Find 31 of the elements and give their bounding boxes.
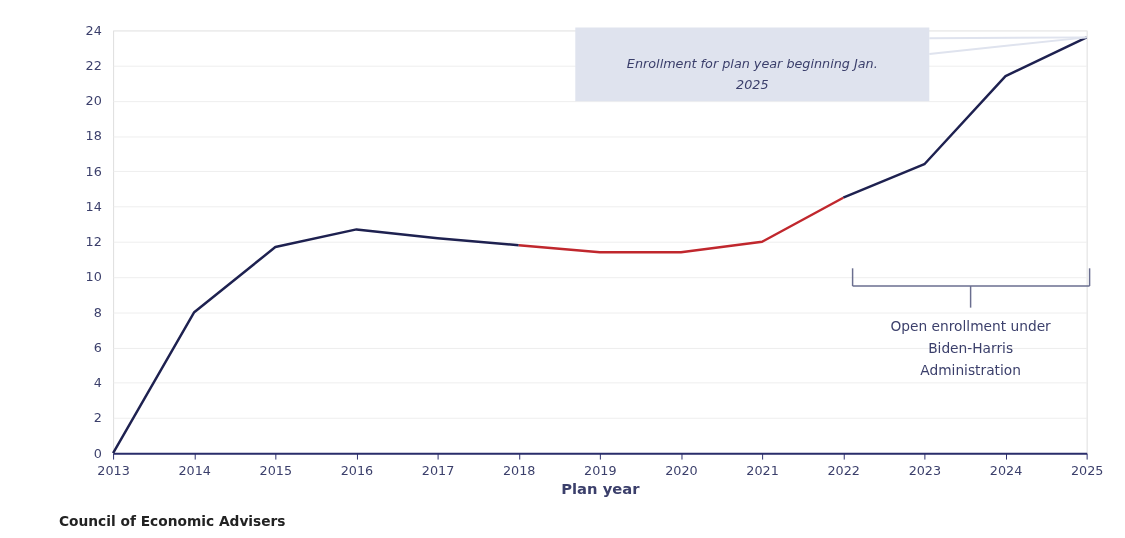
x-tick-label: 2020 bbox=[665, 463, 698, 479]
x-tick-label: 2013 bbox=[97, 463, 130, 479]
x-tick-label: 2019 bbox=[584, 463, 617, 479]
y-tick-label: 18 bbox=[85, 128, 102, 144]
y-tick-label: 4 bbox=[93, 375, 102, 391]
line-series bbox=[517, 196, 845, 254]
y-tick-label: 20 bbox=[85, 93, 102, 109]
x-tick-label: 2017 bbox=[421, 463, 455, 479]
y-tick-label: 22 bbox=[85, 57, 102, 73]
x-tick-label: 2023 bbox=[908, 463, 942, 479]
annotation: Enrollment for plan year beginning Jan. 2025 bbox=[626, 55, 878, 93]
y-tick-label: 12 bbox=[85, 234, 102, 250]
y-tick-label: 8 bbox=[93, 304, 102, 320]
x-tick-label: 2021 bbox=[746, 463, 779, 479]
y-tick-label: 0 bbox=[93, 445, 102, 461]
y-tick-label: 10 bbox=[85, 269, 102, 285]
x-tick-label: 2024 bbox=[989, 463, 1023, 479]
text: Council of Economic Advisers bbox=[59, 512, 286, 529]
y-tick-label: 6 bbox=[93, 339, 102, 355]
x-tick-label: 2014 bbox=[178, 463, 211, 479]
y-tick-label: 24 bbox=[85, 22, 102, 38]
x-axis-title: Plan year bbox=[561, 480, 641, 497]
annotation: Open enrollment under Biden-Harris Administration bbox=[890, 318, 1052, 378]
y-tick-label: 14 bbox=[85, 198, 102, 214]
x-tick-label: 2025 bbox=[1070, 463, 1104, 479]
x-tick-label: 2018 bbox=[502, 463, 536, 479]
x-tick-label: 2015 bbox=[259, 463, 293, 479]
y-tick-label: 16 bbox=[85, 163, 102, 179]
y-tick-label: 2 bbox=[93, 410, 102, 426]
x-tick-label: 2016 bbox=[340, 463, 374, 479]
x-tick-label: 2022 bbox=[827, 463, 860, 479]
